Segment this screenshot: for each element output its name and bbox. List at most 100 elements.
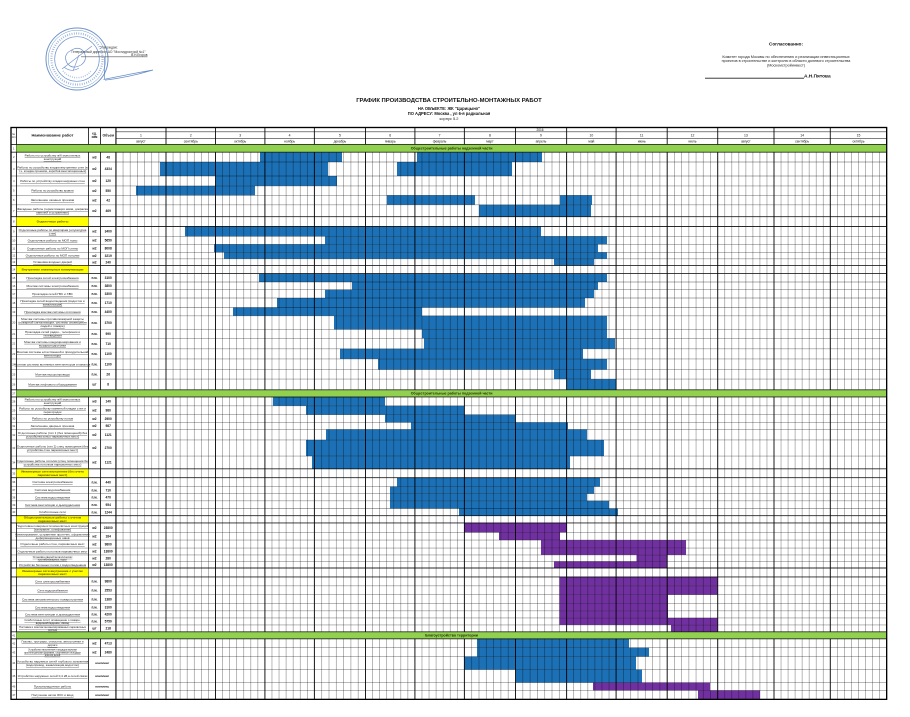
svg-text:вентиляции: вентиляции <box>44 354 61 358</box>
svg-text:НА ОБЪЕКТЕ: ЖК "Царицыно": НА ОБЪЕКТЕ: ЖК "Царицыно" <box>418 106 480 111</box>
svg-text:Заполнение оконных проемов: Заполнение оконных проемов <box>31 198 75 202</box>
svg-text:980: 980 <box>106 409 112 413</box>
svg-text:Внутренние инженерные коммуник: Внутренние инженерные коммуникации <box>22 268 84 272</box>
svg-text:Система электроснабжения: Система электроснабжения <box>32 480 73 484</box>
svg-text:октябрь: октябрь <box>852 140 864 144</box>
svg-text:комплекс: комплекс <box>95 674 109 678</box>
svg-text:1121: 1121 <box>105 461 112 465</box>
svg-text:45: 45 <box>12 674 16 678</box>
svg-text:Слаботочные сети: Слаботочные сети <box>39 510 66 514</box>
svg-text:34: 34 <box>12 461 16 465</box>
svg-text:26: 26 <box>106 373 110 377</box>
svg-text:м2: м2 <box>92 254 96 258</box>
svg-text:4334: 4334 <box>105 167 112 171</box>
svg-text:м2: м2 <box>92 526 96 530</box>
svg-text:25: 25 <box>12 373 16 377</box>
svg-text:Устройство наружных сетей глуб: Устройство наружных сетей глубокого зало… <box>17 660 89 664</box>
svg-text:(водопровод, канализация,водос: (водопровод, канализация,водосток) <box>26 663 79 667</box>
svg-text:4: 4 <box>289 134 291 138</box>
svg-text:46: 46 <box>12 685 16 689</box>
svg-text:13800: 13800 <box>104 563 113 567</box>
svg-text:4400: 4400 <box>105 310 112 314</box>
svg-text:31: 31 <box>12 424 16 428</box>
svg-text:м2: м2 <box>92 535 96 539</box>
svg-text:м2: м2 <box>92 542 96 546</box>
svg-text:панелей и устранение): панелей и устранение) <box>36 211 69 215</box>
svg-text:комплекс: комплекс <box>95 693 109 697</box>
svg-text:41: 41 <box>12 633 16 637</box>
svg-text:3: 3 <box>13 167 15 171</box>
svg-text:Монтаж системы естественной и: Монтаж системы естественной и принудител… <box>17 350 89 354</box>
svg-text:12: 12 <box>691 134 695 138</box>
svg-text:шт: шт <box>92 627 97 631</box>
svg-text:30: 30 <box>12 417 16 421</box>
svg-text:п.м.: п.м. <box>91 363 97 367</box>
svg-text:19: 19 <box>12 310 16 314</box>
svg-text:комплекс: комплекс <box>95 661 109 665</box>
svg-text:Работы по устройству полов: Работы по устройству полов <box>32 417 73 421</box>
svg-text:Система водоотведения: Система водоотведения <box>35 495 70 499</box>
svg-text:240: 240 <box>106 260 112 264</box>
svg-text:9800: 9800 <box>105 580 112 584</box>
svg-text:3400: 3400 <box>105 230 112 234</box>
svg-text:Благоустройство территории: Благоустройство территории <box>425 634 478 638</box>
svg-text:п.м.: п.м. <box>91 276 97 280</box>
svg-text:Инженерные сети внутренние (бе: Инженерные сети внутренние (без учета <box>21 470 84 474</box>
svg-text:3100: 3100 <box>105 276 112 280</box>
svg-text:Поставка и монтаж механизирова: Поставка и монтаж механизированных парко… <box>19 625 87 629</box>
svg-text:п.м.: п.м. <box>91 605 97 609</box>
svg-text:архитектурными формами, спорти: архитектурными формами, спортивные площа… <box>24 651 81 654</box>
svg-text:6: 6 <box>389 134 391 138</box>
svg-text:Слаботочные сети ( оповещение: Слаботочные сети ( оповещение о пожаре, <box>24 618 80 622</box>
svg-text:устройства консо-парковочных м: устройства консо-парковочных мест) <box>26 435 79 439</box>
svg-text:42: 42 <box>12 641 16 645</box>
svg-text:Утверждаю:: Утверждаю: <box>100 45 118 49</box>
svg-text:Отделочные работы по квартирам: Отделочные работы по квартирам (штукатур… <box>19 228 87 232</box>
svg-text:35: 35 <box>12 471 16 475</box>
svg-text:4713: 4713 <box>105 642 112 646</box>
svg-text:Прокладка сетей радио-, телефо: Прокладка сетей радио-, телефонии и <box>25 330 81 334</box>
svg-text:16: 16 <box>12 284 16 288</box>
svg-text:20: 20 <box>12 321 16 325</box>
svg-text:м2: м2 <box>92 230 96 234</box>
svg-text:48: 48 <box>106 155 110 159</box>
svg-text:комплекс: комплекс <box>95 685 109 689</box>
svg-text:9: 9 <box>540 134 542 138</box>
svg-text:11: 11 <box>640 134 644 138</box>
svg-text:проектов в строительстве и кон: проектов в строительстве и контролю в об… <box>722 59 852 63</box>
svg-text:Прокладка сетей электроснабжен: Прокладка сетей электроснабжения <box>26 276 78 280</box>
svg-text:п.м.: п.м. <box>91 373 97 377</box>
svg-text:12: 12 <box>12 254 16 258</box>
svg-text:м2: м2 <box>92 209 96 213</box>
svg-text:440: 440 <box>106 480 112 484</box>
svg-text:Согласованно:: Согласованно: <box>769 42 803 47</box>
svg-text:корпус 5.2: корпус 5.2 <box>439 116 459 121</box>
svg-text:Работы по устройству кровли: Работы по устройству кровли <box>31 189 74 193</box>
svg-text:А.Н.Пятова: А.Н.Пятова <box>804 74 831 80</box>
svg-text:В.Н.Егоров: В.Н.Егоров <box>131 53 148 57</box>
svg-text:Установка входных дверей: Установка входных дверей <box>33 260 72 264</box>
svg-text:конструкций: конструкций <box>44 401 62 405</box>
svg-text:8: 8 <box>13 220 15 224</box>
svg-text:п.м.: п.м. <box>91 301 97 305</box>
svg-text:п.м.: п.м. <box>91 589 97 593</box>
svg-text:Отделочные работы (тип 2) спец: Отделочные работы (тип 2) спец помещения… <box>17 444 89 448</box>
svg-text:м2: м2 <box>92 239 96 243</box>
svg-text:м2: м2 <box>92 409 96 413</box>
svg-text:Работы по устройству кладки на: Работы по устройству кладки наружных сте… <box>20 179 85 183</box>
svg-text:469: 469 <box>106 209 112 213</box>
svg-text:ПО АДРЕСУ: Москва , ул 6-я рад: ПО АДРЕСУ: Москва , ул 6-я радиальная <box>408 111 491 116</box>
svg-text:деформационных швов: деформационных швов <box>35 536 69 540</box>
svg-text:Получение актов ЗОС и ввод: Получение актов ЗОС и ввод <box>32 693 74 697</box>
svg-text:сентябрь: сентябрь <box>184 140 198 144</box>
svg-text:10: 10 <box>590 134 594 138</box>
svg-text:4200: 4200 <box>105 613 112 617</box>
svg-text:4: 4 <box>13 179 15 183</box>
svg-text:парковочных мест): парковочных мест) <box>38 473 68 477</box>
svg-text:м3: м3 <box>92 155 96 159</box>
svg-text:(Москомстройинвест): (Москомстройинвест) <box>767 63 806 67</box>
svg-text:октябрь: октябрь <box>234 140 246 144</box>
svg-text:21: 21 <box>12 332 16 336</box>
svg-text:январь: январь <box>385 140 396 144</box>
svg-text:июнь: июнь <box>638 140 646 144</box>
